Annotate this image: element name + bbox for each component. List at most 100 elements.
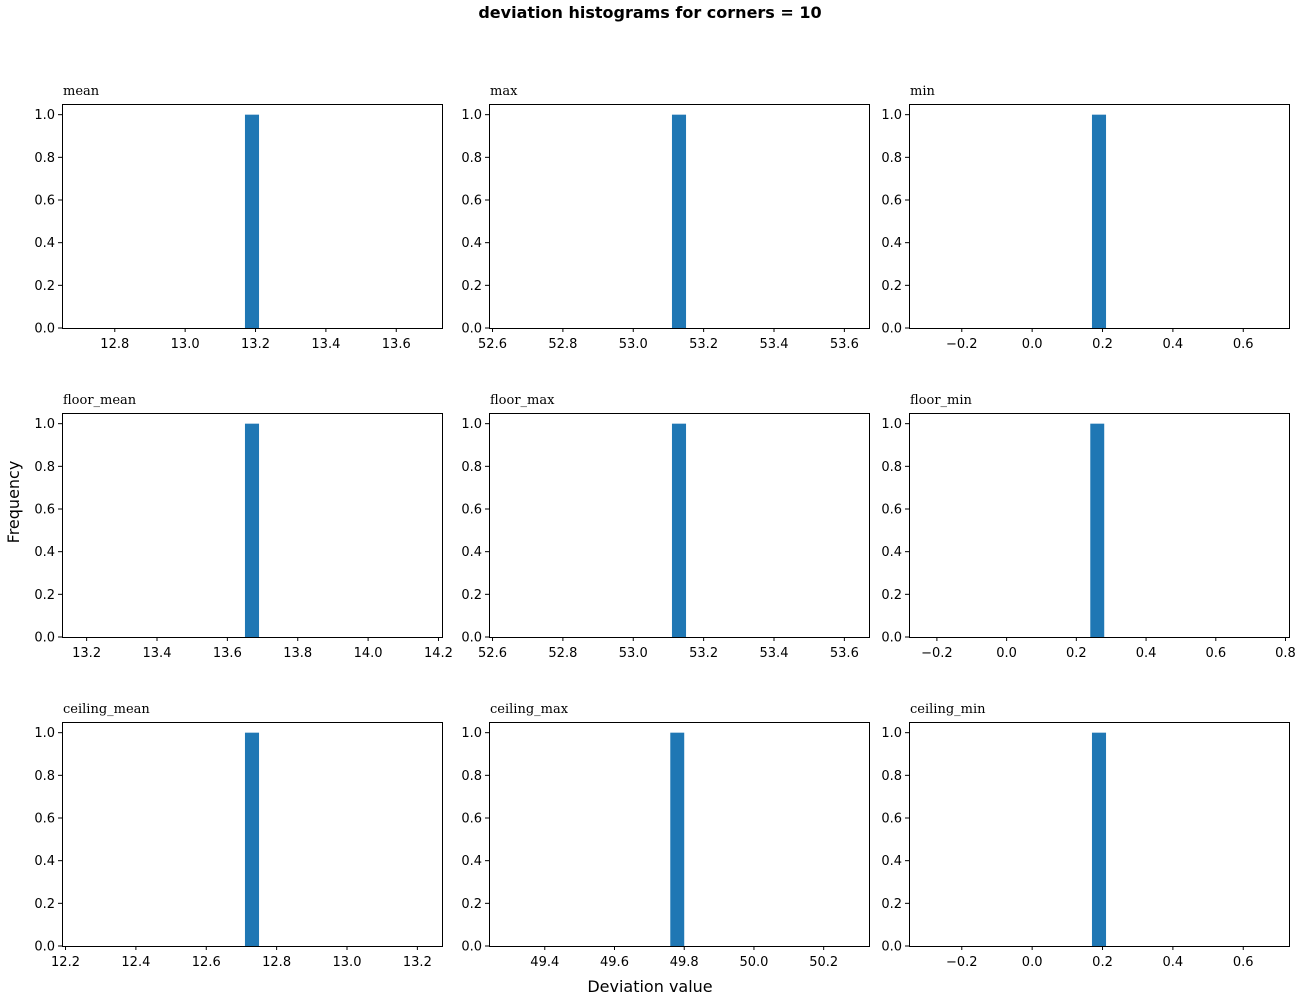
x-tick-label: 53.0 [619, 337, 648, 352]
histogram-bar [244, 423, 260, 637]
x-tick-label: 13.0 [171, 337, 200, 352]
histogram-bar [1091, 732, 1107, 946]
y-tick-label: 0.6 [461, 812, 482, 827]
y-tick-label: 0.2 [34, 279, 55, 294]
x-tick-label: 0.0 [1022, 955, 1043, 970]
panel-title: floor_min [910, 393, 973, 408]
y-tick-label: 0.6 [461, 503, 482, 518]
axes-frame [909, 413, 1290, 638]
x-tick-label: 13.2 [72, 646, 101, 661]
y-tick-label: 0.2 [34, 897, 55, 912]
y-tick-label: 0.6 [34, 812, 55, 827]
y-tick-label: 0.8 [461, 460, 482, 475]
x-tick-label: 52.8 [548, 646, 577, 661]
y-tick-label: 0.0 [461, 322, 482, 337]
x-tick-label: 13.2 [403, 955, 432, 970]
y-tick-label: 1.0 [881, 108, 902, 123]
histogram-bar [244, 732, 260, 946]
histogram-bar [671, 423, 687, 637]
axes-frame [909, 104, 1290, 329]
y-tick-label: 0.4 [34, 545, 55, 560]
y-tick-label: 0.4 [461, 236, 482, 251]
x-tick-label: 0.8 [1275, 646, 1296, 661]
x-tick-label: 0.2 [1092, 955, 1113, 970]
y-tick-label: 0.2 [461, 588, 482, 603]
x-tick-label: 50.2 [809, 955, 838, 970]
y-tick-label: 0.4 [34, 854, 55, 869]
axes-frame [489, 104, 870, 329]
y-tick-label: 0.6 [881, 503, 902, 518]
y-tick-label: 1.0 [34, 726, 55, 741]
x-tick-label: 0.2 [1066, 646, 1087, 661]
axes-frame [489, 722, 870, 947]
y-tick-label: 0.8 [881, 460, 902, 475]
histogram-panel: floor_min 0.0 0.2 0.4 0.6 0.8 1.0 −0.2 0.0 0.2 0.4… [881, 393, 1296, 661]
axes-frame [909, 722, 1290, 947]
y-tick-label: 0.4 [881, 545, 902, 560]
x-tick-label: 0.4 [1136, 646, 1157, 661]
x-tick-label: 0.6 [1233, 337, 1254, 352]
y-tick-label: 1.0 [881, 417, 902, 432]
x-tick-label: 52.8 [548, 337, 577, 352]
x-tick-label: 13.4 [311, 337, 340, 352]
x-tick-label: 12.8 [262, 955, 291, 970]
x-tick-label: 13.6 [382, 337, 411, 352]
x-tick-label: −0.2 [946, 955, 978, 970]
x-axis-label: Deviation value [587, 977, 712, 996]
y-tick-label: 0.4 [461, 854, 482, 869]
x-tick-label: 53.4 [760, 337, 789, 352]
figure-title: deviation histograms for corners = 10 [478, 3, 821, 22]
x-tick-label: 53.2 [689, 646, 718, 661]
y-tick-label: 1.0 [461, 417, 482, 432]
x-tick-label: 53.6 [830, 337, 859, 352]
x-tick-label: 53.4 [760, 646, 789, 661]
y-tick-label: 0.6 [34, 503, 55, 518]
y-tick-label: 0.8 [461, 151, 482, 166]
x-tick-label: 12.4 [121, 955, 150, 970]
panel-title: ceiling_mean [63, 702, 150, 717]
x-tick-label: 53.2 [689, 337, 718, 352]
y-tick-label: 0.0 [34, 940, 55, 955]
histogram-bar [1091, 114, 1107, 329]
y-tick-label: 1.0 [881, 726, 902, 741]
histogram-panels: mean 0.0 0.2 0.4 0.6 0.8 1.0 12.8 13.0 13.2 13.4 13… [34, 84, 1296, 970]
y-tick-label: 0.0 [881, 940, 902, 955]
y-axis-label: Frequency [4, 461, 23, 544]
x-tick-label: 14.0 [354, 646, 383, 661]
y-tick-label: 0.0 [34, 322, 55, 337]
x-tick-label: 52.6 [478, 646, 507, 661]
y-tick-label: 0.2 [34, 588, 55, 603]
panel-title: mean [63, 84, 100, 99]
y-tick-label: 0.8 [34, 769, 55, 784]
y-tick-label: 0.2 [881, 279, 902, 294]
x-tick-label: 49.6 [600, 955, 629, 970]
histogram-panel: ceiling_min 0.0 0.2 0.4 0.6 0.8 1.0 −0.2 0.0 0.2 0… [881, 702, 1290, 970]
x-tick-label: −0.2 [946, 337, 978, 352]
x-tick-label: 0.6 [1205, 646, 1226, 661]
axes-frame [62, 722, 443, 947]
x-tick-label: 53.6 [830, 646, 859, 661]
x-tick-label: 52.6 [478, 337, 507, 352]
y-tick-label: 0.2 [881, 897, 902, 912]
y-tick-label: 1.0 [461, 108, 482, 123]
y-tick-label: 0.6 [881, 812, 902, 827]
x-tick-label: 0.6 [1233, 955, 1254, 970]
panel-title: floor_mean [63, 393, 137, 408]
x-tick-label: 13.6 [213, 646, 242, 661]
histogram-panel: ceiling_mean 0.0 0.2 0.4 0.6 0.8 1.0 12.2 12.4 12… [34, 702, 443, 970]
histogram-bar [670, 732, 685, 946]
histogram-panel: min 0.0 0.2 0.4 0.6 0.8 1.0 −0.2 0.0 0.2 0.4 0.6 [881, 84, 1290, 352]
histogram-panel: mean 0.0 0.2 0.4 0.6 0.8 1.0 12.8 13.0 13.2 13.4 13… [34, 84, 443, 352]
x-tick-label: 14.2 [424, 646, 453, 661]
panel-title: floor_max [490, 393, 555, 408]
y-tick-label: 0.0 [461, 940, 482, 955]
x-tick-label: 13.8 [283, 646, 312, 661]
y-tick-label: 0.8 [461, 769, 482, 784]
histogram-bar [671, 114, 687, 329]
x-tick-label: 0.4 [1163, 337, 1184, 352]
y-tick-label: 0.0 [881, 631, 902, 646]
x-tick-label: 50.0 [739, 955, 768, 970]
x-tick-label: 0.4 [1163, 955, 1184, 970]
y-tick-label: 0.8 [881, 151, 902, 166]
